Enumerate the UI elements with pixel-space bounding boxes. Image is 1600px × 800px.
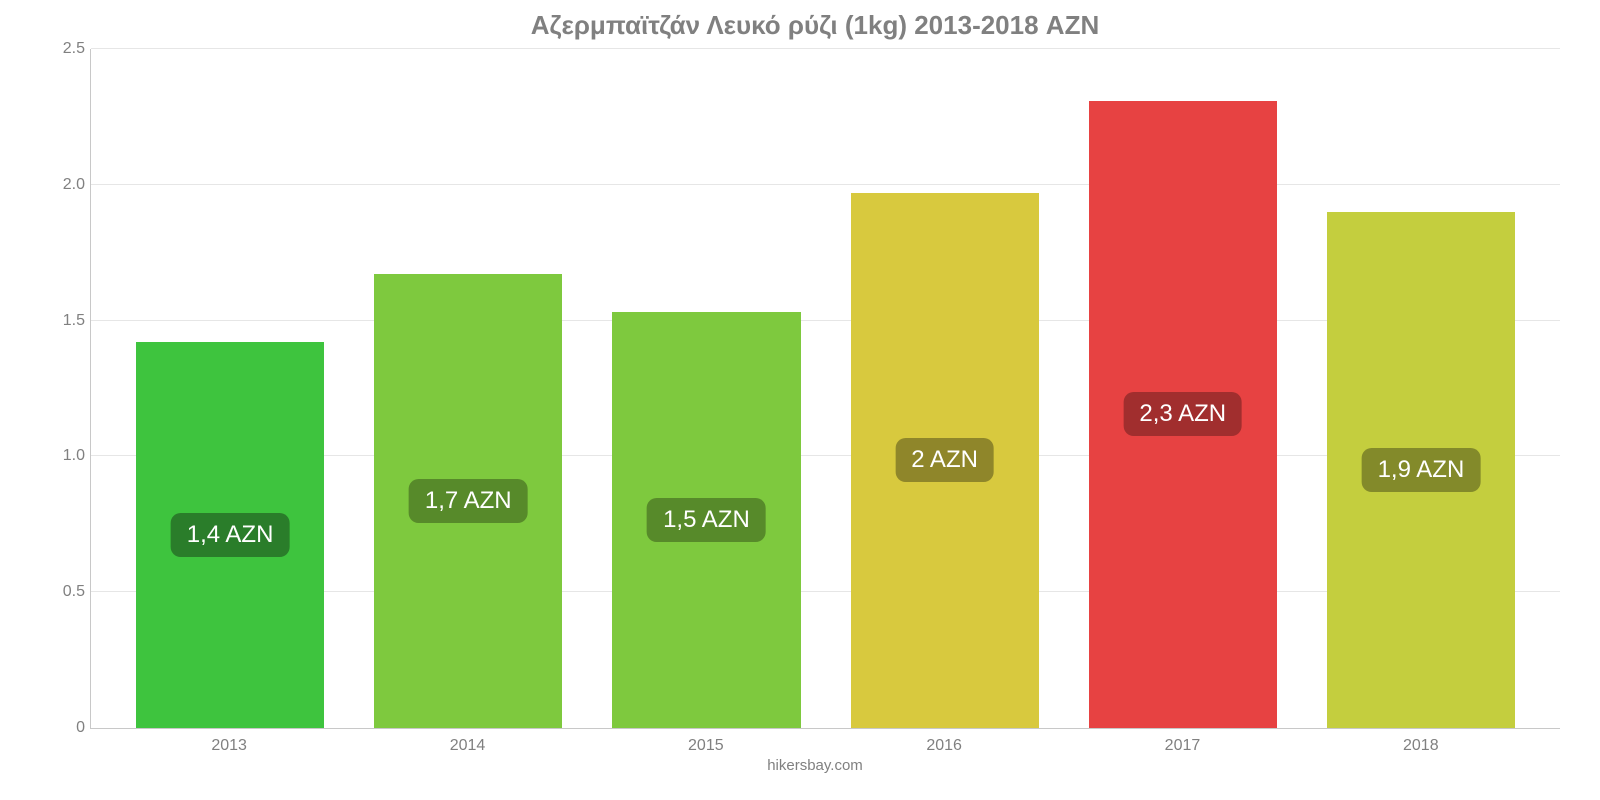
bar-value-label: 2,3 AZN [1123, 392, 1242, 436]
bar-slot: 2 AZN [826, 49, 1064, 728]
bar: 1,4 AZN [136, 342, 324, 728]
ytick-label: 2.0 [51, 176, 85, 194]
bar-chart: Αζερμπαϊτζάν Λευκό ρύζι (1kg) 2013-2018 … [50, 10, 1580, 780]
bars-container: 1,4 AZN 1,7 AZN 1,5 AZN 2 AZN 2,3 AZN 1,9 AZN [91, 49, 1560, 728]
plot-area: 1,4 AZN 1,7 AZN 1,5 AZN 2 AZN 2,3 AZN 1,9 AZN… [90, 49, 1560, 729]
ytick-label: 0.5 [51, 583, 85, 601]
xtick-label: 2016 [825, 729, 1063, 755]
bar-slot: 1,4 AZN [111, 49, 349, 728]
bar-value-label: 1,7 AZN [409, 479, 528, 523]
x-axis: 201320142015201620172018 [90, 729, 1560, 755]
bar: 1,7 AZN [374, 274, 562, 728]
xtick-label: 2018 [1302, 729, 1540, 755]
bar-value-label: 1,4 AZN [171, 513, 290, 557]
ytick-label: 1.5 [51, 312, 85, 330]
chart-title: Αζερμπαϊτζάν Λευκό ρύζι (1kg) 2013-2018 … [50, 10, 1580, 41]
bar: 1,9 AZN [1327, 212, 1515, 728]
chart-footer: hikersbay.com [50, 757, 1580, 774]
bar-slot: 1,5 AZN [587, 49, 825, 728]
xtick-label: 2014 [348, 729, 586, 755]
xtick-label: 2017 [1063, 729, 1301, 755]
bar-slot: 1,9 AZN [1302, 49, 1540, 728]
xtick-label: 2013 [110, 729, 348, 755]
bar-value-label: 1,9 AZN [1362, 448, 1481, 492]
bar: 2 AZN [851, 193, 1039, 728]
bar-value-label: 1,5 AZN [647, 498, 766, 542]
bar-value-label: 2 AZN [895, 438, 994, 482]
ytick-label: 0 [51, 719, 85, 737]
bar: 2,3 AZN [1089, 101, 1277, 728]
xtick-label: 2015 [587, 729, 825, 755]
ytick-label: 2.5 [51, 40, 85, 58]
bar-slot: 1,7 AZN [349, 49, 587, 728]
ytick-label: 1.0 [51, 447, 85, 465]
bar: 1,5 AZN [612, 312, 800, 728]
bar-slot: 2,3 AZN [1064, 49, 1302, 728]
